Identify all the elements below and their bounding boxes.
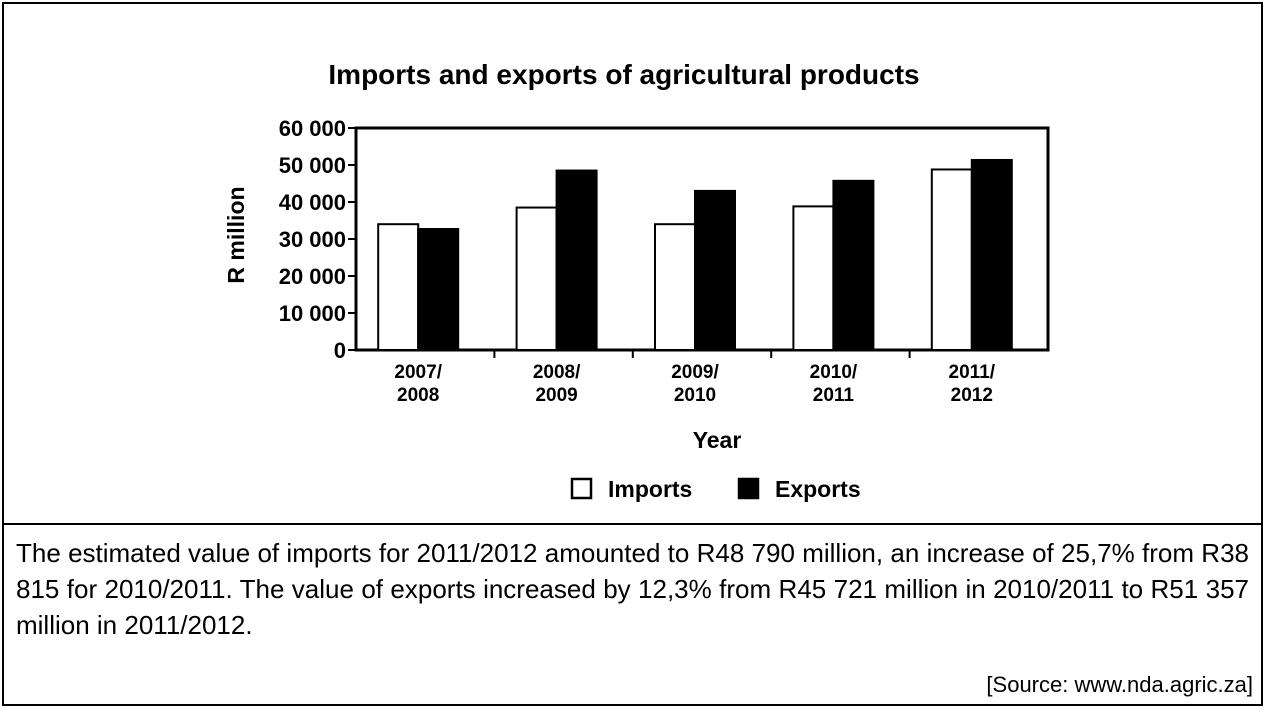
y-tick-label: 30 000 xyxy=(279,227,346,252)
x-tick-label: 2007/ xyxy=(394,362,442,383)
x-tick-label: 2011 xyxy=(813,385,855,406)
plot-area xyxy=(354,126,1050,352)
legend-label-exports: Exports xyxy=(775,476,861,502)
x-tick-label: 2009/ xyxy=(671,362,719,383)
x-axis-label: Year xyxy=(693,427,742,453)
y-tick-label: 60 000 xyxy=(279,116,346,141)
x-tick-label: 2010/ xyxy=(810,362,858,383)
bar-imports-3 xyxy=(792,205,835,351)
chart-area: Imports and exports of agricultural prod… xyxy=(4,4,1261,523)
y-tick-label: 0 xyxy=(334,338,346,363)
bar-imports-0 xyxy=(377,223,420,351)
source-citation: [Source: www.nda.agric.za] xyxy=(986,672,1253,697)
legend-label-imports: Imports xyxy=(608,476,692,502)
divider-line xyxy=(4,523,1261,525)
y-axis-ticks: 0 10 000 20 000 30 000 40 000 50 000 60 000 xyxy=(279,116,356,363)
description-paragraph: The estimated value of imports for 2011/… xyxy=(16,538,1249,640)
x-tick-label: 2008/ xyxy=(533,362,581,383)
bar-chart: Imports and exports of agricultural prod… xyxy=(223,59,1050,502)
x-tick-label: 2010 xyxy=(674,385,716,406)
x-tick-label: 2012 xyxy=(951,385,993,406)
y-tick-label: 40 000 xyxy=(279,190,346,215)
y-tick-label: 10 000 xyxy=(279,301,346,326)
bar-exports-4 xyxy=(970,158,1013,351)
bar-exports-2 xyxy=(694,189,736,351)
text-area: The estimated value of imports for 2011/… xyxy=(4,525,1261,704)
chart-title: Imports and exports of agricultural prod… xyxy=(328,59,919,90)
y-axis-label: R million xyxy=(223,186,249,283)
x-tick-label: 2008 xyxy=(397,385,439,406)
bar-exports-3 xyxy=(832,179,875,351)
bar-exports-0 xyxy=(417,228,460,351)
bar-exports-1 xyxy=(555,169,598,351)
y-tick-label: 20 000 xyxy=(279,264,346,289)
legend: Imports Exports xyxy=(570,476,861,502)
bar-imports-1 xyxy=(515,206,558,351)
bar-imports-2 xyxy=(654,223,696,351)
legend-swatch-imports xyxy=(570,477,593,500)
x-tick-label: 2009 xyxy=(535,385,577,406)
bar-imports-4 xyxy=(930,168,973,351)
y-tick-label: 50 000 xyxy=(279,153,346,178)
x-axis-ticks: 2007/2008 2008/2009 2009/2010 2010/2011 2011… xyxy=(394,350,996,406)
x-tick-label: 2011/ xyxy=(949,362,996,383)
legend-swatch-exports xyxy=(737,477,760,500)
